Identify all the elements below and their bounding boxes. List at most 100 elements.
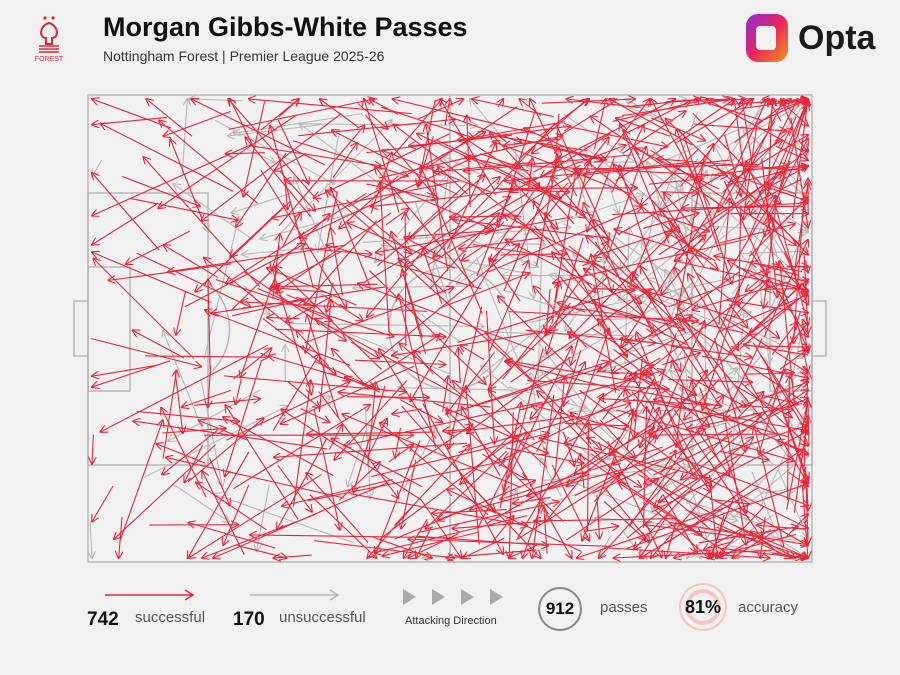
successful-pass-arrow [444,99,450,126]
left-penalty-box [87,192,209,466]
successful-pass-arrow [790,117,808,228]
successful-pass-arrow [498,99,503,108]
unsuccessful-pass-arrow [257,483,270,551]
successful-pass-arrow [771,322,797,355]
successful-pass-arrow [744,344,809,356]
successful-pass-arrow [463,477,541,558]
successful-pass-arrow [594,99,606,149]
successful-pass-arrow [101,344,269,432]
successful-pass-arrow [472,99,554,118]
successful-pass-arrow [230,205,286,256]
successful-pass-arrow [93,259,195,359]
successful-pass-arrow [563,350,582,405]
successful-pass-arrow [677,456,808,505]
successful-pass-arrow [674,260,808,291]
left-six-yard-box [87,266,131,392]
unsuccessful-pass-arrow [318,135,340,252]
successful-pass-arrow [119,516,122,558]
successful-pass-arrow [457,287,635,343]
successful-pass-arrow [136,410,239,421]
successful-pass-arrow [774,261,808,295]
successful-pass-arrow [708,474,718,558]
successful-pass-arrow [417,535,548,545]
successful-pass-arrow [687,376,746,407]
successful-pass-arrow [101,124,234,192]
successful-pass-arrow [571,413,711,530]
successful-pass-arrow [541,132,612,177]
successful-pass-arrow [385,209,408,226]
successful-pass-arrow [652,321,704,439]
successful-pass-arrow [414,351,434,375]
successful-pass-arrow [612,339,674,373]
unsuccessful-pass-arrow [604,173,618,214]
successful-pass-arrow [787,376,789,501]
opta-logo: Opta [742,12,875,64]
unsuccessful-pass-arrow [430,165,450,286]
successful-pass-arrow [332,349,369,389]
successful-pass-arrow [562,125,667,147]
successful-pass-arrow [580,454,584,489]
successful-pass-arrow [296,330,330,367]
successful-label: successful [135,609,206,626]
successful-pass-arrow [494,188,637,189]
unsuccessful-pass-arrow [408,305,463,344]
successful-pass-arrow [272,180,460,218]
successful-pass-arrow [568,332,652,387]
successful-pass-arrow [326,245,482,290]
unsuccessful-pass-arrow [439,229,510,294]
successful-pass-arrow [202,514,316,558]
successful-pass-arrow [613,425,664,465]
successful-pass-arrow [204,258,299,333]
successful-pass-arrow [223,484,250,545]
successful-pass-arrow [750,116,797,215]
successful-pass-arrow [391,232,423,338]
successful-pass-arrow [345,199,411,253]
unsuccessful-pass-arrow [738,251,787,307]
successful-pass-arrow [551,464,589,541]
successful-pass-arrow [757,99,808,124]
successful-pass-arrow [318,300,331,413]
successful-pass-arrow [286,295,333,322]
club-badge: FOREST [34,14,64,69]
successful-pass-arrow [739,205,741,306]
unsuccessful-pass-arrow [475,257,521,367]
successful-pass-arrow [564,408,635,444]
successful-pass-arrow [654,412,767,507]
successful-pass-arrow [314,540,454,558]
successful-pass-arrow [732,528,779,558]
unsuccessful-pass-arrow [759,486,808,495]
successful-pass-arrow [267,317,300,318]
unsuccessful-pass-arrow [289,324,483,327]
successful-pass-arrow [383,531,480,556]
successful-pass-arrow [237,544,286,558]
successful-pass-arrow [416,527,432,558]
successful-pass-arrow [489,258,521,302]
successful-pass-arrow [709,498,749,504]
successful-pass-arrow [318,391,398,498]
successful-pass-arrow [733,280,768,318]
successful-pass-arrow [807,487,808,510]
successful-pass-arrow [418,100,436,187]
successful-pass-arrow [272,354,319,431]
successful-pass-arrow [582,453,617,541]
successful-pass-arrow [767,99,774,130]
successful-pass-arrow [92,143,253,215]
successful-pass-arrow [130,198,238,220]
successful-pass-arrow [357,103,388,129]
successful-pass-arrow [599,467,681,558]
successful-pass-arrow [170,139,203,220]
successful-pass-arrow [675,238,705,261]
successful-pass-arrow [636,332,694,474]
successful-pass-arrow [808,401,809,446]
successful-pass-arrow [594,241,680,371]
successful-pass-arrow [509,412,514,558]
successful-pass-arrow [326,190,447,294]
successful-pass-arrow [164,245,218,278]
successful-pass-arrow [269,250,343,289]
successful-arrow-icon [105,589,195,601]
successful-pass-arrow [380,181,493,230]
successful-pass-arrow [718,198,730,325]
successful-pass-arrow [688,274,764,407]
successful-pass-arrow [795,316,808,372]
successful-pass-arrow [598,319,628,359]
